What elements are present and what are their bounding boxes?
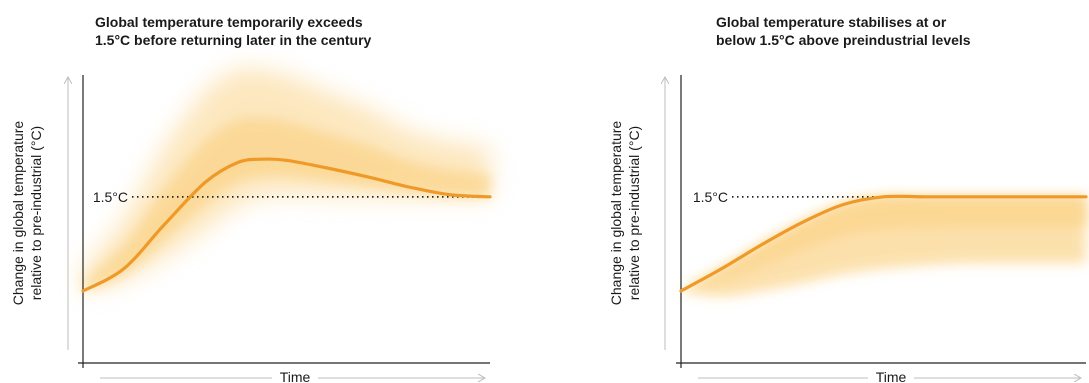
- band-outer: [83, 67, 490, 291]
- band-inner: [681, 196, 1086, 291]
- axes: [676, 75, 1086, 368]
- band-inner: [83, 118, 490, 291]
- panel-title-line-2: 1.5°C before returning later in the cent…: [95, 32, 372, 48]
- uncertainty-band: [83, 67, 490, 291]
- panel-overshoot: Global temperature temporarily exceeds 1…: [10, 14, 492, 383]
- plot-area: 1.5°C: [676, 75, 1088, 368]
- y-axis-label-line-1: Change in global temperature: [608, 121, 624, 306]
- reference-label: 1.5°C: [693, 189, 728, 205]
- plot-area: 1.5°C: [78, 67, 492, 368]
- panel-stabilise: Global temperature stabilises at or belo…: [608, 14, 1088, 383]
- temperature-line: [81, 157, 492, 293]
- panel-title-line-2: below 1.5°C above preindustrial levels: [716, 32, 971, 48]
- uncertainty-band: [681, 196, 1086, 297]
- axes: [78, 75, 490, 368]
- x-axis-label: Time: [280, 369, 311, 383]
- panel-title-line-1: Global temperature temporarily exceeds: [95, 14, 363, 30]
- y-axis-label-line-1: Change in global temperature: [10, 121, 26, 306]
- reference-label: 1.5°C: [93, 189, 128, 205]
- panel-title-line-1: Global temperature stabilises at or: [716, 14, 947, 30]
- x-axis-label: Time: [876, 369, 907, 383]
- temperature-line: [679, 194, 1088, 293]
- y-axis-label-line-2: relative to pre-industrial (°C): [28, 126, 44, 300]
- y-axis-label-line-2: relative to pre-industrial (°C): [626, 126, 642, 300]
